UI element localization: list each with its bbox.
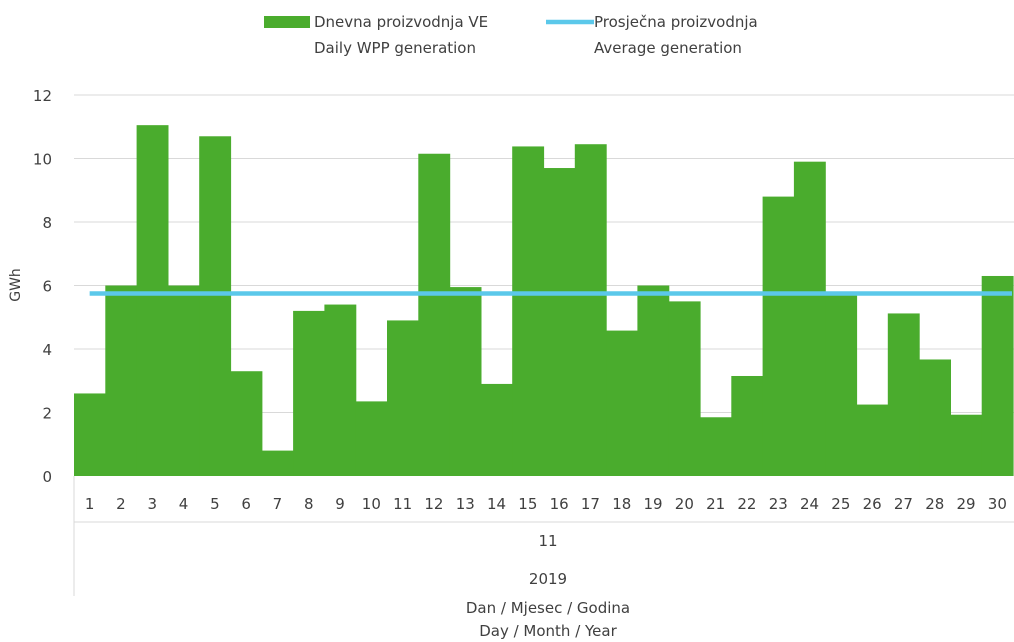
bar — [387, 320, 419, 476]
bar — [324, 304, 357, 476]
legend-label-bar: Daily WPP generation — [314, 39, 476, 57]
y-axis-ticks: 0 2 4 6 8 10 12 — [33, 87, 52, 486]
y-tick-label: 8 — [42, 214, 52, 232]
bar — [856, 404, 889, 476]
bar — [199, 136, 232, 476]
bar — [293, 310, 325, 476]
legend-label-line: Average generation — [594, 39, 742, 57]
bar — [919, 359, 951, 476]
y-tick-label: 2 — [42, 405, 52, 423]
bar — [762, 196, 795, 476]
x-tick-label: 20 — [675, 495, 694, 513]
x-tick-label: 30 — [988, 495, 1007, 513]
x-tick-label: 24 — [800, 495, 819, 513]
bar — [105, 285, 138, 476]
year-label: 2019 — [529, 570, 567, 588]
x-tick-label: 17 — [581, 495, 600, 513]
x-tick-label: 27 — [894, 495, 913, 513]
legend: Dnevna proizvodnja VE Daily WPP generatio… — [264, 13, 758, 57]
bar — [606, 330, 638, 476]
x-tick-label: 9 — [335, 495, 345, 513]
bar — [136, 125, 169, 476]
x-tick-label: 8 — [304, 495, 314, 513]
bar — [167, 285, 200, 476]
x-tick-label: 21 — [706, 495, 725, 513]
bar — [668, 301, 701, 476]
bar — [574, 144, 607, 476]
bar — [543, 168, 576, 476]
y-tick-label: 0 — [42, 468, 52, 486]
x-tick-label: 18 — [612, 495, 631, 513]
bar — [418, 153, 451, 477]
legend-label-bar: Dnevna proizvodnja VE — [314, 13, 488, 31]
x-axis-label-line-2: Day / Month / Year — [479, 622, 617, 640]
x-axis: 1 2 3 4 5 6 7 8 9 10 11 12 13 14 15 16 17 18 19 20 21 22 23 24 2… — [73, 476, 1014, 596]
x-tick-label: 10 — [362, 495, 381, 513]
bar — [637, 285, 670, 476]
y-tick-label: 4 — [42, 341, 52, 359]
x-tick-label: 16 — [550, 495, 569, 513]
x-tick-label: 26 — [863, 495, 882, 513]
y-tick-label: 12 — [33, 87, 52, 105]
bar — [261, 450, 294, 476]
y-axis-label: GWh — [8, 268, 24, 302]
x-tick-label: 2 — [116, 495, 126, 513]
y-tick-label: 10 — [33, 151, 52, 169]
x-tick-label: 28 — [925, 495, 944, 513]
month-label: 11 — [538, 532, 557, 550]
x-tick-label: 25 — [831, 495, 850, 513]
bar — [700, 417, 732, 476]
bar — [480, 383, 513, 476]
bar — [512, 146, 545, 476]
legend-swatch-bar — [264, 16, 310, 28]
x-tick-label: 29 — [957, 495, 976, 513]
x-tick-label: 1 — [85, 495, 95, 513]
x-tick-label: 19 — [644, 495, 663, 513]
x-tick-label: 22 — [737, 495, 756, 513]
bar — [449, 287, 482, 476]
x-tick-label: 15 — [518, 495, 537, 513]
bar — [355, 401, 388, 476]
bars — [74, 125, 1014, 477]
legend-label-line: Prosječna proizvodnja — [594, 13, 758, 31]
bar — [887, 313, 920, 476]
x-tick-label: 23 — [769, 495, 788, 513]
bar — [981, 275, 1014, 476]
x-tick-label: 4 — [179, 495, 189, 513]
x-tick-label: 13 — [456, 495, 475, 513]
bar — [950, 414, 983, 476]
x-tick-label: 12 — [424, 495, 443, 513]
x-tick-label: 3 — [147, 495, 157, 513]
x-tick-label: 14 — [487, 495, 506, 513]
x-tick-label: 6 — [241, 495, 251, 513]
x-tick-label: 11 — [393, 495, 412, 513]
x-tick-label: 7 — [273, 495, 283, 513]
bar — [731, 375, 764, 476]
bar — [825, 293, 858, 476]
x-axis-label-line-1: Dan / Mjesec / Godina — [466, 599, 630, 617]
y-tick-label: 6 — [42, 278, 52, 296]
x-tick-label: 5 — [210, 495, 220, 513]
bar — [74, 393, 106, 476]
bar — [793, 161, 826, 477]
bar — [230, 371, 263, 476]
